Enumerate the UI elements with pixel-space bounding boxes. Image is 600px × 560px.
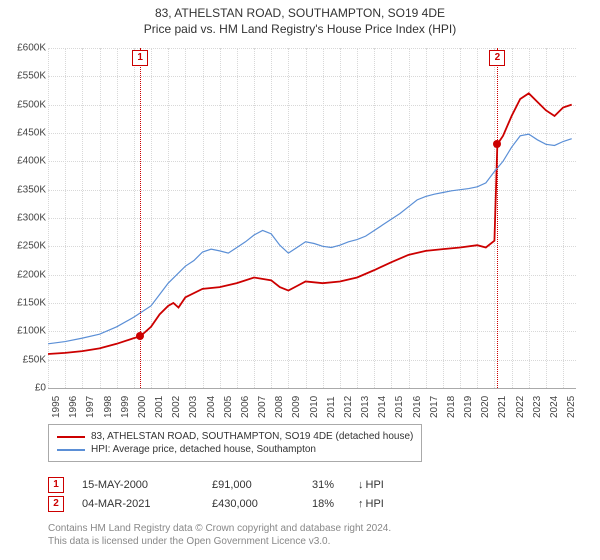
x-tick-label: 2016 xyxy=(412,396,423,418)
chart-title: 83, ATHELSTAN ROAD, SOUTHAMPTON, SO19 4D… xyxy=(0,6,600,20)
legend-swatch-hpi xyxy=(57,449,85,451)
x-tick-label: 2025 xyxy=(566,396,577,418)
y-tick-label: £0 xyxy=(2,383,46,394)
y-tick-label: £150K xyxy=(2,298,46,309)
x-tick-label: 2011 xyxy=(326,396,337,418)
marker-badge: 1 xyxy=(48,477,64,493)
sale-date: 04-MAR-2021 xyxy=(82,498,212,510)
y-tick-label: £450K xyxy=(2,128,46,139)
x-tick-label: 2019 xyxy=(463,396,474,418)
sale-price: £430,000 xyxy=(212,498,312,510)
title-block: 83, ATHELSTAN ROAD, SOUTHAMPTON, SO19 4D… xyxy=(0,0,600,36)
x-tick-label: 2006 xyxy=(240,396,251,418)
x-tick-label: 2001 xyxy=(154,396,165,418)
x-tick-label: 2015 xyxy=(394,396,405,418)
marker-guide-line xyxy=(497,48,498,388)
x-tick-label: 1996 xyxy=(68,396,79,418)
footnote: Contains HM Land Registry data © Crown c… xyxy=(48,522,391,548)
marker-number-box: 2 xyxy=(489,50,505,66)
marker-dot-icon xyxy=(136,332,144,340)
chart-subtitle: Price paid vs. HM Land Registry's House … xyxy=(0,22,600,36)
legend-swatch-property xyxy=(57,436,85,438)
x-tick-label: 1999 xyxy=(120,396,131,418)
x-tick-label: 2005 xyxy=(223,396,234,418)
x-tick-label: 2012 xyxy=(343,396,354,418)
x-tick-label: 2008 xyxy=(274,396,285,418)
sale-vs: HPI xyxy=(366,498,384,510)
footnote-line: Contains HM Land Registry data © Crown c… xyxy=(48,522,391,535)
table-row: 1 15-MAY-2000 £91,000 31% ↓ HPI xyxy=(48,477,384,493)
x-tick-label: 2017 xyxy=(429,396,440,418)
x-tick-label: 2000 xyxy=(137,396,148,418)
legend-label-hpi: HPI: Average price, detached house, Sout… xyxy=(91,444,316,455)
x-tick-label: 2014 xyxy=(377,396,388,418)
series-line-property xyxy=(48,93,572,354)
sale-vs: HPI xyxy=(366,479,384,491)
x-tick-label: 2002 xyxy=(171,396,182,418)
legend-item-hpi: HPI: Average price, detached house, Sout… xyxy=(57,444,413,455)
y-tick-label: £400K xyxy=(2,156,46,167)
x-tick-label: 2024 xyxy=(549,396,560,418)
x-tick-label: 2022 xyxy=(515,396,526,418)
x-tick-label: 2010 xyxy=(309,396,320,418)
y-tick-label: £350K xyxy=(2,184,46,195)
x-tick-label: 2020 xyxy=(480,396,491,418)
y-tick-label: £50K xyxy=(2,354,46,365)
y-tick-label: £300K xyxy=(2,213,46,224)
sale-table: 1 15-MAY-2000 £91,000 31% ↓ HPI 2 04-MAR… xyxy=(48,474,384,515)
x-tick-label: 2004 xyxy=(206,396,217,418)
x-tick-label: 1998 xyxy=(103,396,114,418)
y-tick-label: £550K xyxy=(2,71,46,82)
y-tick-label: £500K xyxy=(2,99,46,110)
y-tick-label: £100K xyxy=(2,326,46,337)
y-tick-label: £200K xyxy=(2,269,46,280)
sale-delta: 31% xyxy=(312,479,356,491)
sale-delta: 18% xyxy=(312,498,356,510)
y-tick-label: £600K xyxy=(2,43,46,54)
table-row: 2 04-MAR-2021 £430,000 18% ↑ HPI xyxy=(48,496,384,512)
marker-number-box: 1 xyxy=(132,50,148,66)
legend-item-property: 83, ATHELSTAN ROAD, SOUTHAMPTON, SO19 4D… xyxy=(57,431,413,442)
x-tick-label: 2018 xyxy=(446,396,457,418)
x-tick-label: 1997 xyxy=(85,396,96,418)
x-tick-label: 2021 xyxy=(497,396,508,418)
x-tick-label: 1995 xyxy=(51,396,62,418)
legend: 83, ATHELSTAN ROAD, SOUTHAMPTON, SO19 4D… xyxy=(48,424,422,462)
y-tick-label: £250K xyxy=(2,241,46,252)
marker-badge: 2 xyxy=(48,496,64,512)
legend-label-property: 83, ATHELSTAN ROAD, SOUTHAMPTON, SO19 4D… xyxy=(91,431,413,442)
x-tick-label: 2009 xyxy=(291,396,302,418)
up-arrow-icon: ↑ xyxy=(358,498,364,510)
down-arrow-icon: ↓ xyxy=(358,479,364,491)
sale-price: £91,000 xyxy=(212,479,312,491)
x-tick-label: 2013 xyxy=(360,396,371,418)
sale-date: 15-MAY-2000 xyxy=(82,479,212,491)
chart-container: 83, ATHELSTAN ROAD, SOUTHAMPTON, SO19 4D… xyxy=(0,0,600,560)
footnote-line: This data is licensed under the Open Gov… xyxy=(48,535,391,548)
x-tick-label: 2007 xyxy=(257,396,268,418)
x-tick-label: 2003 xyxy=(188,396,199,418)
marker-dot-icon xyxy=(493,140,501,148)
x-tick-label: 2023 xyxy=(532,396,543,418)
series-line-hpi xyxy=(48,134,572,344)
